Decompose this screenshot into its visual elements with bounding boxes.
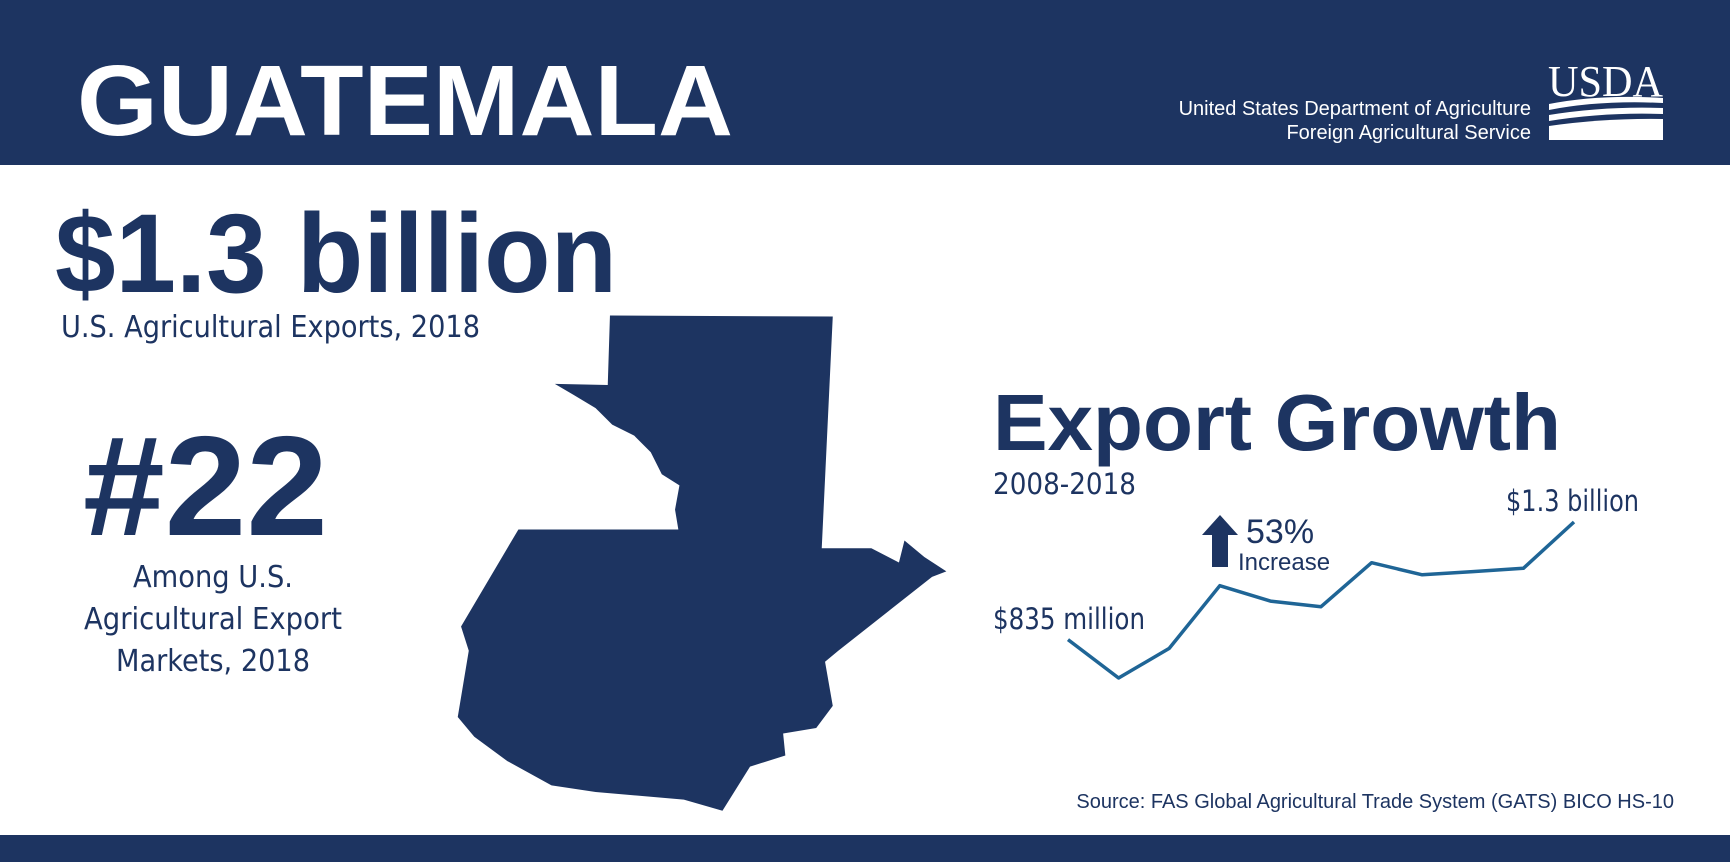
value-label: $835 million — [993, 602, 1145, 636]
footer-band — [0, 835, 1730, 862]
agency-name: United States Department of Agriculture — [1179, 98, 1531, 120]
source-note: Source: FAS Global Agricultural Trade Sy… — [1076, 791, 1674, 813]
country-map — [457, 315, 947, 811]
rank-label: Markets, 2018 — [116, 644, 310, 679]
growth-change-label: Increase — [1238, 549, 1330, 576]
export-label: U.S. Agricultural Exports, 2018 — [61, 310, 480, 345]
growth-line — [1066, 520, 1576, 680]
growth-title: Export Growth — [993, 378, 1561, 467]
growth-change: 53% — [1246, 513, 1314, 551]
export-value: $1.3 billion — [55, 191, 617, 316]
rank-value: #22 — [83, 407, 328, 566]
value-label: $1.3 billion — [1506, 484, 1639, 518]
country-title: GUATEMALA — [77, 45, 733, 157]
rank-label: Agricultural Export — [84, 602, 342, 637]
usda-logo-swoosh — [1549, 96, 1663, 140]
increase-arrow — [1202, 515, 1238, 567]
agency-service: Foreign Agricultural Service — [1286, 122, 1531, 144]
header-band — [0, 0, 1730, 165]
rank-label: Among U.S. — [133, 560, 293, 595]
growth-subtitle: 2008-2018 — [993, 467, 1136, 501]
